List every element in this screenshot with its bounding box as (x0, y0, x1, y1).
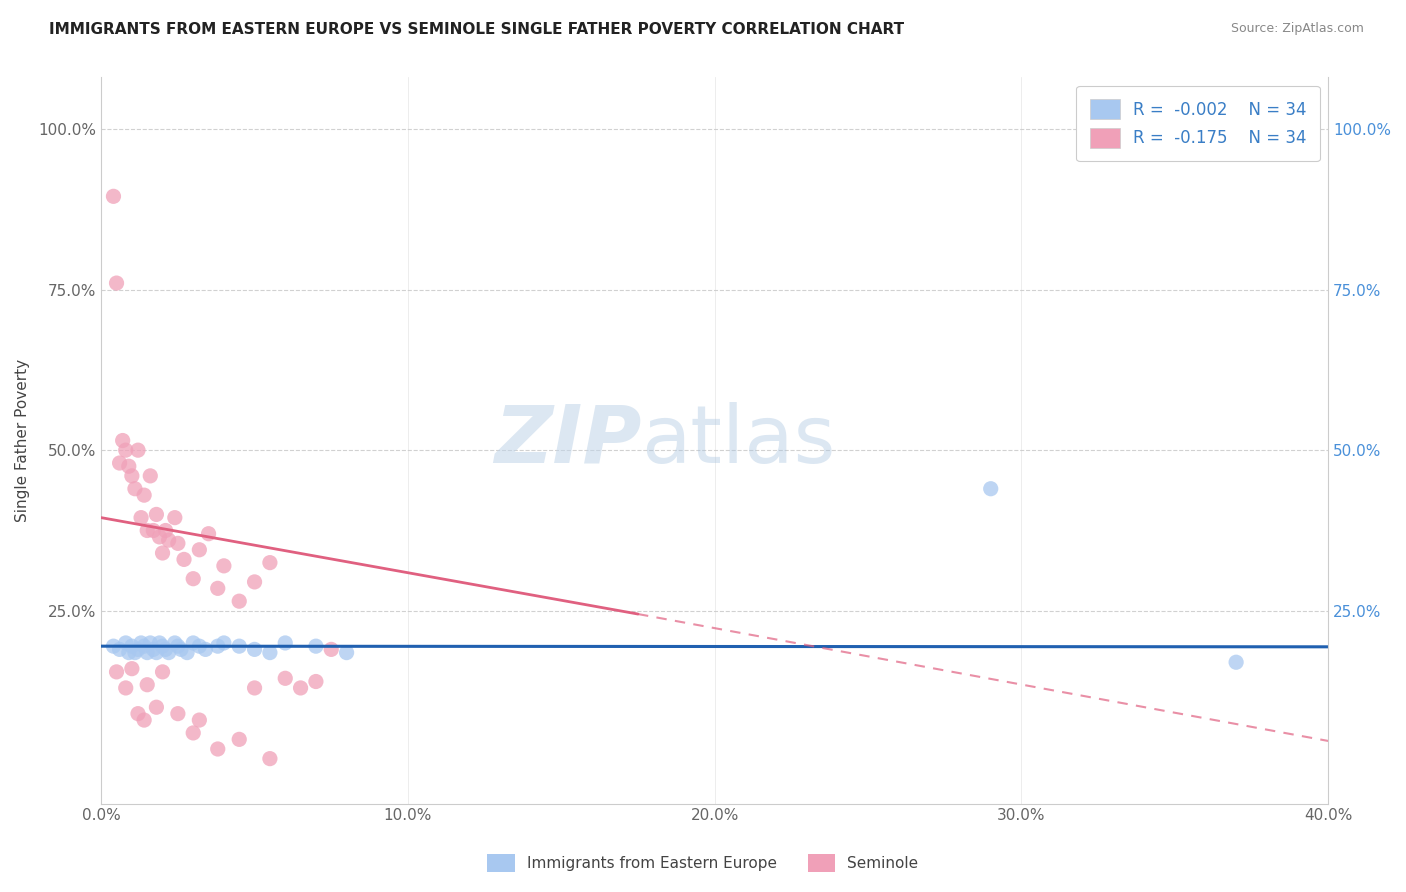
Point (336, 646, 359, 660)
Point (194, 642, 217, 657)
Point (212, 636, 235, 650)
Point (228, 594, 250, 608)
Point (129, 636, 152, 650)
Point (124, 646, 146, 660)
Point (152, 639, 174, 653)
Point (134, 639, 156, 653)
Point (259, 751, 281, 765)
Point (305, 674, 328, 689)
Point (134, 713, 156, 727)
Point (181, 572, 204, 586)
Point (207, 639, 229, 653)
Text: IMMIGRANTS FROM EASTERN EUROPE VS SEMINOLE SINGLE FATHER POVERTY CORRELATION CHA: IMMIGRANTS FROM EASTERN EUROPE VS SEMINO… (49, 22, 904, 37)
Point (108, 456, 131, 470)
Point (228, 732, 250, 747)
Point (134, 488, 156, 502)
Point (148, 636, 170, 650)
Text: atlas: atlas (641, 401, 835, 480)
Point (207, 582, 229, 596)
Point (118, 459, 141, 474)
Legend: R =  -0.002    N = 34, R =  -0.175    N = 34: R = -0.002 N = 34, R = -0.175 N = 34 (1077, 86, 1320, 161)
Point (274, 636, 297, 650)
Text: Source: ZipAtlas.com: Source: ZipAtlas.com (1230, 22, 1364, 36)
Point (259, 556, 281, 570)
Point (157, 533, 180, 548)
Point (167, 706, 190, 721)
Point (243, 642, 266, 657)
Point (167, 536, 190, 550)
Point (118, 646, 141, 660)
Point (145, 508, 167, 522)
Point (127, 706, 149, 721)
Point (124, 482, 146, 496)
Point (136, 524, 159, 538)
Point (136, 678, 159, 692)
Point (103, 189, 125, 203)
Point (121, 662, 143, 676)
Point (163, 510, 186, 524)
Point (207, 742, 229, 756)
Point (145, 700, 167, 714)
Point (197, 526, 219, 541)
Point (127, 443, 149, 458)
Point (114, 443, 136, 458)
Point (114, 681, 136, 695)
Point (243, 681, 266, 695)
Point (127, 642, 149, 657)
Point (188, 713, 211, 727)
Point (980, 482, 1002, 496)
Point (321, 642, 343, 657)
Point (103, 639, 125, 653)
Point (121, 468, 143, 483)
Point (139, 468, 162, 483)
Point (155, 642, 177, 657)
Point (228, 639, 250, 653)
Point (105, 665, 128, 679)
Point (274, 671, 297, 685)
Point (111, 434, 134, 448)
Point (129, 510, 152, 524)
Point (152, 665, 174, 679)
Point (139, 636, 162, 650)
Point (121, 639, 143, 653)
Point (181, 636, 204, 650)
Point (157, 646, 180, 660)
Point (176, 646, 198, 660)
Point (212, 558, 235, 573)
Point (290, 681, 312, 695)
Point (243, 574, 266, 589)
Point (259, 646, 281, 660)
Point (108, 642, 131, 657)
Point (163, 636, 186, 650)
Point (170, 642, 193, 657)
Point (181, 726, 204, 740)
Y-axis label: Single Father Poverty: Single Father Poverty (15, 359, 30, 522)
Point (142, 642, 165, 657)
Point (142, 524, 165, 538)
Point (105, 276, 128, 290)
Point (173, 552, 195, 566)
Point (152, 546, 174, 560)
Point (155, 524, 177, 538)
Text: ZIP: ZIP (494, 401, 641, 480)
Point (145, 646, 167, 660)
Legend: Immigrants from Eastern Europe, Seminole: Immigrants from Eastern Europe, Seminole (479, 846, 927, 880)
Point (305, 639, 328, 653)
Point (114, 636, 136, 650)
Point (188, 542, 211, 557)
Point (148, 530, 170, 544)
Point (188, 639, 211, 653)
Point (136, 646, 159, 660)
Point (167, 639, 190, 653)
Point (1225, 655, 1247, 669)
